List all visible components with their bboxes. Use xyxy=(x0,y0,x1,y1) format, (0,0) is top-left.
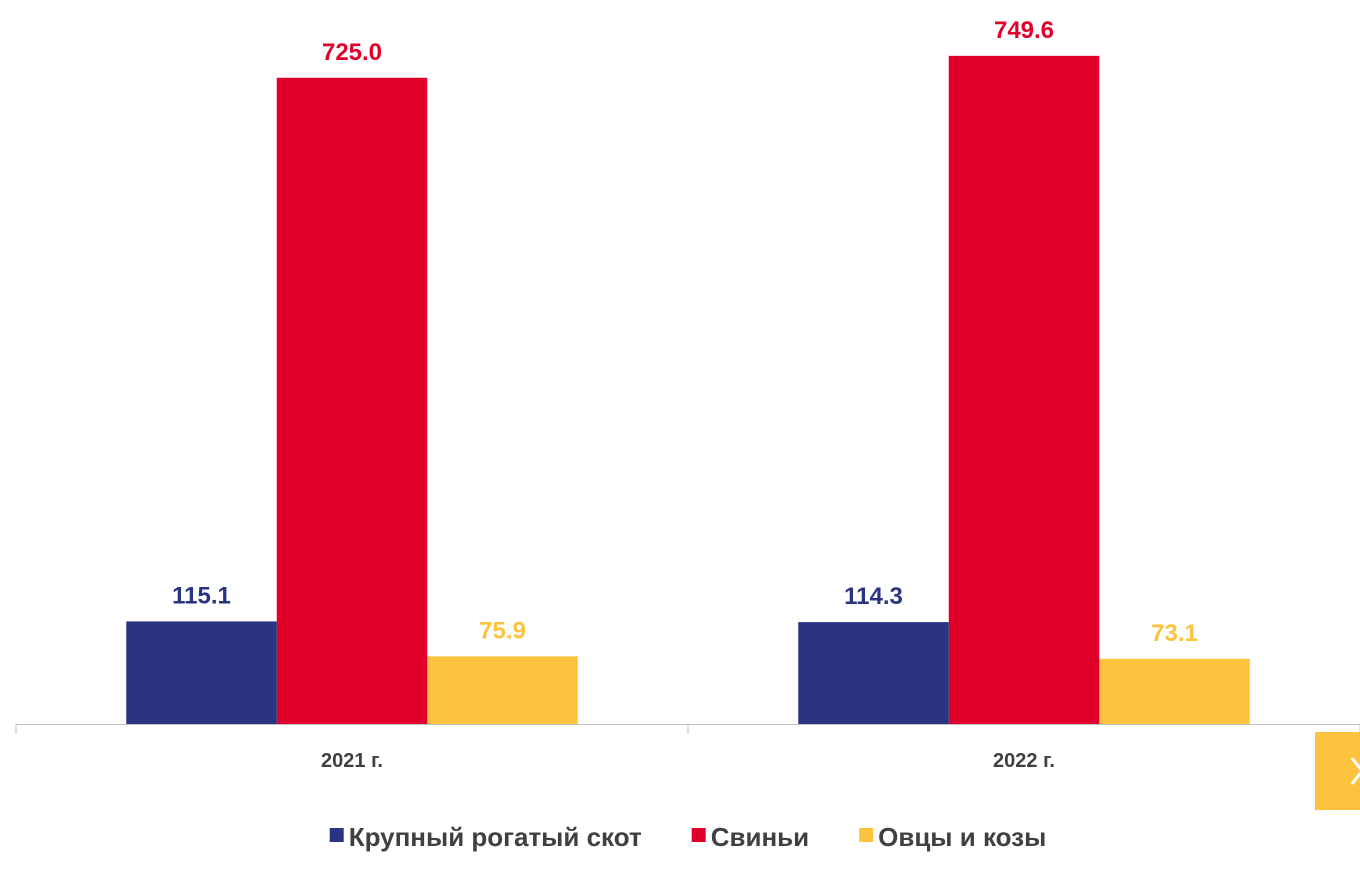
bar xyxy=(126,621,277,724)
next-button[interactable] xyxy=(1315,732,1360,810)
legend: Крупный рогатый скот Свиньи Овцы и козы xyxy=(329,822,1046,852)
x-tick-label: 2022 г. xyxy=(993,750,1055,772)
legend-swatch xyxy=(691,828,706,842)
legend-label: Овцы и козы xyxy=(878,822,1046,852)
chevron-icon xyxy=(1350,757,1360,785)
data-label: 725.0 xyxy=(322,39,382,66)
data-label: 115.1 xyxy=(172,582,231,609)
bar xyxy=(276,77,428,724)
legend-swatch xyxy=(859,828,874,842)
legend-swatch xyxy=(329,828,344,842)
data-label: 114.3 xyxy=(844,583,903,610)
bar xyxy=(798,622,949,724)
x-tick-label: 2021 г. xyxy=(321,750,383,772)
bar xyxy=(427,656,578,724)
bar xyxy=(948,55,1100,725)
bar xyxy=(1099,658,1250,724)
data-label: 749.6 xyxy=(994,17,1054,44)
legend-label: Свиньи xyxy=(711,822,809,852)
data-label: 73.1 xyxy=(1151,620,1198,647)
legend-label: Крупный рогатый скот xyxy=(349,822,642,852)
data-label: 75.9 xyxy=(479,617,526,644)
